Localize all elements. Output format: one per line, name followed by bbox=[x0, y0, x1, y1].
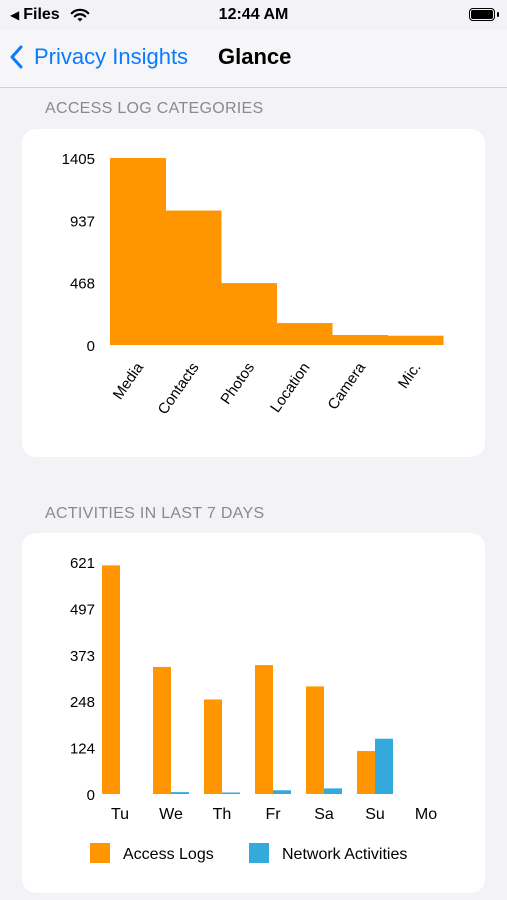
x-tick-label: Tu bbox=[111, 806, 129, 823]
status-bar: ◀ Files 12:44 AM bbox=[0, 0, 507, 30]
activities-chart: 0 124 248 373 497 621 Tu We Th Fr Sa Su Mo Access Log… bbox=[70, 555, 437, 863]
return-app-label: Files bbox=[23, 6, 60, 23]
x-tick-label: Su bbox=[365, 806, 385, 823]
bar-network-activities-we bbox=[171, 792, 189, 794]
back-button-label: Privacy Insights bbox=[34, 44, 189, 69]
y-tick-label: 937 bbox=[70, 213, 95, 230]
bar-network-activities-su bbox=[375, 738, 393, 794]
y-tick-label: 1405 bbox=[62, 151, 95, 168]
bar-photos bbox=[221, 283, 277, 345]
activities-card: 0 124 248 373 497 621 Tu We Th Fr Sa Su Mo Access Log… bbox=[22, 533, 485, 893]
bar-access-logs-tu bbox=[102, 565, 120, 794]
chevron-left-icon bbox=[10, 45, 23, 69]
y-tick-label: 497 bbox=[70, 601, 95, 618]
bar-access-logs-fr bbox=[255, 665, 273, 794]
bar-access-logs-sa bbox=[306, 686, 324, 794]
navigation-bar: Privacy Insights Glance bbox=[0, 30, 507, 88]
bar-network-activities-sa bbox=[324, 788, 342, 794]
return-to-app-button[interactable]: ◀ Files bbox=[10, 6, 90, 24]
bar-contacts bbox=[165, 210, 222, 345]
section-header-categories: ACCESS LOG CATEGORIES bbox=[45, 100, 264, 117]
x-tick-label: Th bbox=[213, 806, 232, 823]
y-tick-label: 468 bbox=[70, 276, 95, 293]
y-tick-label: 0 bbox=[87, 787, 95, 804]
status-time: 12:44 AM bbox=[218, 6, 289, 23]
bar-media bbox=[110, 158, 166, 345]
access-log-categories-chart: 0 468 937 1405 Media Contacts Photos Location Ca… bbox=[62, 151, 444, 418]
y-tick-label: 0 bbox=[87, 338, 95, 355]
x-tick-label: Media bbox=[110, 359, 148, 403]
y-tick-label: 373 bbox=[70, 648, 95, 665]
back-button[interactable]: Privacy Insights bbox=[10, 44, 188, 70]
x-tick-label: Mo bbox=[415, 806, 437, 823]
x-tick-label: Location bbox=[267, 360, 313, 416]
legend-label: Network Activities bbox=[282, 846, 407, 863]
back-triangle-icon: ◀ bbox=[10, 8, 20, 22]
bar-camera bbox=[332, 335, 388, 345]
x-tick-label: Mic. bbox=[395, 360, 425, 392]
x-tick-label: Photos bbox=[217, 360, 258, 408]
x-tick-label: We bbox=[159, 806, 183, 823]
bar-network-activities-th bbox=[222, 792, 240, 794]
y-tick-label: 124 bbox=[70, 741, 95, 758]
categories-card: 0 468 937 1405 Media Contacts Photos Location Ca… bbox=[22, 129, 485, 457]
x-tick-label: Contacts bbox=[155, 360, 203, 418]
y-tick-label: 248 bbox=[70, 694, 95, 711]
x-tick-label: Fr bbox=[265, 806, 281, 823]
section-header-activities: ACTIVITIES IN LAST 7 DAYS bbox=[45, 505, 265, 522]
bar-location bbox=[276, 323, 333, 345]
wifi-icon bbox=[70, 8, 90, 21]
bar-network-activities-fr bbox=[273, 790, 291, 794]
x-tick-label: Camera bbox=[324, 359, 369, 413]
bar-access-logs-we bbox=[153, 666, 171, 794]
page-title: Glance bbox=[218, 44, 292, 69]
bar-access-logs-th bbox=[204, 699, 222, 794]
legend-label: Access Logs bbox=[123, 846, 214, 863]
x-tick-label: Sa bbox=[314, 806, 334, 823]
battery-icon bbox=[469, 8, 499, 21]
y-tick-label: 621 bbox=[70, 555, 95, 572]
legend-swatch-access-logs bbox=[90, 843, 110, 863]
legend-swatch-network-activities bbox=[249, 843, 269, 863]
bar-access-logs-su bbox=[357, 751, 375, 794]
bar-mic bbox=[387, 335, 444, 345]
